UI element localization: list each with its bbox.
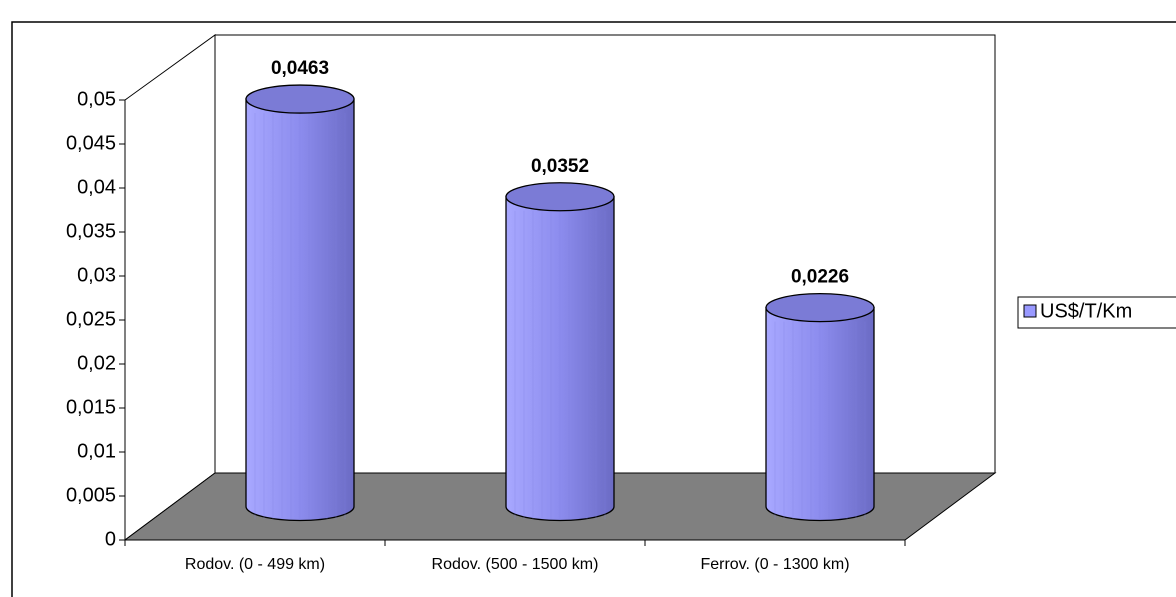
x-tick-label: Ferrov. (0 - 1300 km)	[700, 556, 849, 573]
cylinder-top	[765, 292, 875, 323]
legend-box	[1017, 296, 1176, 329]
x-tick-label: Rodov. (500 - 1500 km)	[432, 556, 599, 573]
y-tick-label: 0,05	[77, 88, 116, 110]
legend-swatch	[1023, 304, 1037, 318]
y-tick-label: 0,02	[77, 352, 116, 374]
data-label: 0,0352	[531, 156, 589, 177]
cylinder-top	[245, 84, 355, 114]
y-tick-label: 0,035	[66, 220, 116, 242]
y-tick-label: 0,04	[77, 176, 116, 198]
y-tick-label: 0,025	[66, 308, 116, 330]
data-label: 0,0463	[271, 58, 329, 79]
cylinder-top	[505, 182, 615, 212]
y-tick-label: 0,01	[77, 440, 116, 462]
y-tick-label: 0,045	[66, 132, 116, 154]
legend-label: US$/T/Km	[1040, 300, 1132, 322]
side-wall	[124, 34, 216, 541]
y-tick-label: 0,015	[66, 396, 116, 418]
x-tick-label: Rodov. (0 - 499 km)	[185, 556, 325, 573]
y-tick-label: 0,005	[66, 484, 116, 506]
y-tick-label: 0,03	[77, 264, 116, 286]
data-label: 0,0226	[791, 267, 849, 288]
y-tick-label: 0	[105, 528, 116, 550]
